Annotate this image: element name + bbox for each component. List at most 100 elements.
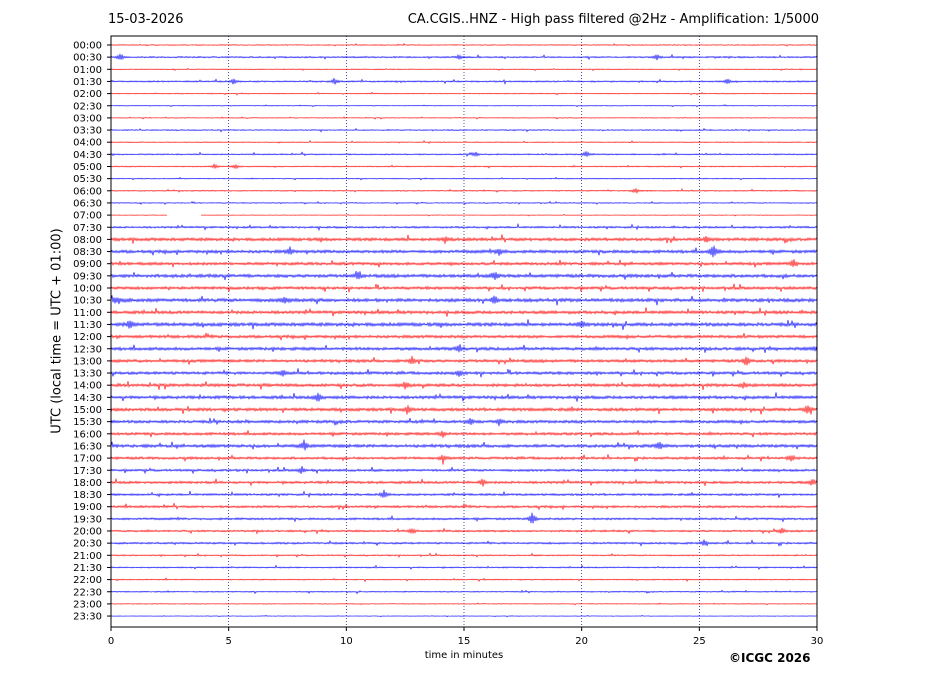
trace-row xyxy=(110,270,818,281)
trace-row xyxy=(110,151,818,158)
row-label: 11:30 xyxy=(73,320,102,331)
x-tick-label: 25 xyxy=(693,636,706,647)
row-label: 14:00 xyxy=(73,381,102,392)
row-label: 20:30 xyxy=(73,539,102,550)
trace-row xyxy=(110,295,818,306)
row-label: 14:30 xyxy=(73,393,102,404)
row-label: 21:00 xyxy=(73,551,102,562)
trace-row xyxy=(110,319,818,331)
x-axis-ticks: 0 5 10 15 20 25 30 xyxy=(108,627,824,647)
row-label: 10:30 xyxy=(73,296,102,307)
row-label: 01:30 xyxy=(73,77,102,88)
row-label: 13:30 xyxy=(73,369,102,380)
row-label: 07:30 xyxy=(73,223,102,234)
row-label: 21:30 xyxy=(73,563,102,574)
row-label: 00:00 xyxy=(73,41,102,52)
trace-row xyxy=(110,176,818,181)
trace-row xyxy=(110,91,818,96)
row-label: 02:00 xyxy=(73,89,102,100)
trace-row xyxy=(110,502,818,511)
row-label: 12:30 xyxy=(73,344,102,355)
date-label: 15-03-2026 xyxy=(108,12,184,27)
trace-row xyxy=(110,234,818,244)
row-label: 03:30 xyxy=(73,126,102,137)
row-label: 16:00 xyxy=(73,429,102,440)
trace-row xyxy=(110,104,818,108)
trace-row xyxy=(110,127,818,133)
row-label: 00:30 xyxy=(73,53,102,64)
row-label: 11:00 xyxy=(73,308,102,319)
row-label: 16:30 xyxy=(73,441,102,452)
row-label: 10:00 xyxy=(73,284,102,295)
row-label: 15:30 xyxy=(73,417,102,428)
row-label: 07:00 xyxy=(73,211,102,222)
row-label: 01:00 xyxy=(73,65,102,76)
trace-row xyxy=(110,116,818,120)
row-label: 06:30 xyxy=(73,198,102,209)
row-label: 09:30 xyxy=(73,271,102,282)
row-label: 23:00 xyxy=(73,599,102,610)
trace-row xyxy=(110,405,818,415)
trace-row xyxy=(110,332,818,341)
trace-row xyxy=(110,589,818,595)
trace-row xyxy=(110,344,818,354)
trace-row xyxy=(110,614,818,618)
x-tick-label: 0 xyxy=(108,636,114,647)
x-tick-label: 20 xyxy=(575,636,588,647)
row-label: 17:00 xyxy=(73,454,102,465)
row-label: 22:30 xyxy=(73,587,102,598)
trace-row xyxy=(110,539,818,547)
trace-row xyxy=(110,245,818,258)
row-label: 18:00 xyxy=(73,478,102,489)
x-tick-label: 30 xyxy=(811,636,824,647)
trace-row xyxy=(110,283,818,293)
row-label: 04:00 xyxy=(73,138,102,149)
row-label: 06:00 xyxy=(73,186,102,197)
trace-row xyxy=(110,392,818,402)
trace-row xyxy=(110,307,818,317)
row-label: 15:00 xyxy=(73,405,102,416)
x-tick-label: 5 xyxy=(225,636,231,647)
trace-row xyxy=(110,213,818,217)
trace-row xyxy=(110,200,818,205)
trace-row xyxy=(110,454,818,465)
row-label: 08:30 xyxy=(73,247,102,258)
row-label: 08:00 xyxy=(73,235,102,246)
trace-row xyxy=(110,552,818,558)
row-label: 20:00 xyxy=(73,527,102,538)
seismic-traces xyxy=(110,42,818,618)
trace-row xyxy=(110,512,818,524)
trace-row xyxy=(110,163,818,170)
row-label: 09:00 xyxy=(73,259,102,270)
trace-row xyxy=(110,381,818,390)
trace-row xyxy=(110,466,818,475)
trace-row xyxy=(110,187,818,194)
trace-row xyxy=(110,67,818,72)
row-label: 04:30 xyxy=(73,150,102,161)
trace-row xyxy=(110,355,818,366)
row-label: 12:00 xyxy=(73,332,102,343)
plot-frame xyxy=(110,35,818,628)
row-label: 05:30 xyxy=(73,174,102,185)
trace-row xyxy=(110,602,818,606)
y-axis-label: UTC (local time = UTC + 01:00) xyxy=(49,228,65,434)
chart-title: CA.CGIS..HNZ - High pass filtered @2Hz -… xyxy=(407,12,819,27)
trace-row xyxy=(110,222,818,232)
trace-row xyxy=(110,139,818,144)
trace-row xyxy=(110,259,818,268)
trace-row xyxy=(110,53,818,61)
row-label: 05:00 xyxy=(73,162,102,173)
trace-row xyxy=(110,42,818,47)
x-tick-label: 15 xyxy=(458,636,471,647)
trace-row xyxy=(110,77,818,85)
row-label: 02:30 xyxy=(73,101,102,112)
row-label: 13:00 xyxy=(73,356,102,367)
row-label: 19:30 xyxy=(73,514,102,525)
row-label: 22:00 xyxy=(73,575,102,586)
trace-row xyxy=(110,527,818,535)
row-label: 19:00 xyxy=(73,502,102,513)
minute-grid xyxy=(228,36,700,627)
trace-row xyxy=(110,368,818,378)
